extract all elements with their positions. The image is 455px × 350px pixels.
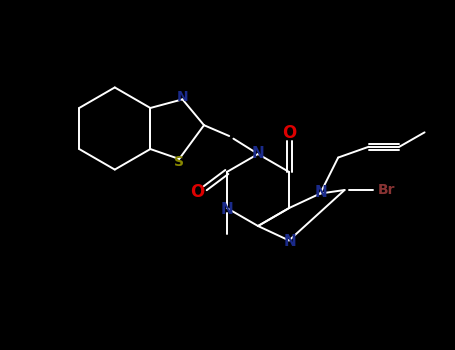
- Text: Br: Br: [378, 183, 396, 197]
- Text: O: O: [190, 183, 204, 201]
- Text: N: N: [221, 202, 233, 217]
- Text: N: N: [252, 146, 264, 161]
- Text: N: N: [177, 90, 188, 104]
- Text: O: O: [282, 124, 296, 142]
- Text: S: S: [174, 155, 184, 169]
- Text: N: N: [283, 234, 296, 249]
- Text: N: N: [315, 185, 328, 200]
